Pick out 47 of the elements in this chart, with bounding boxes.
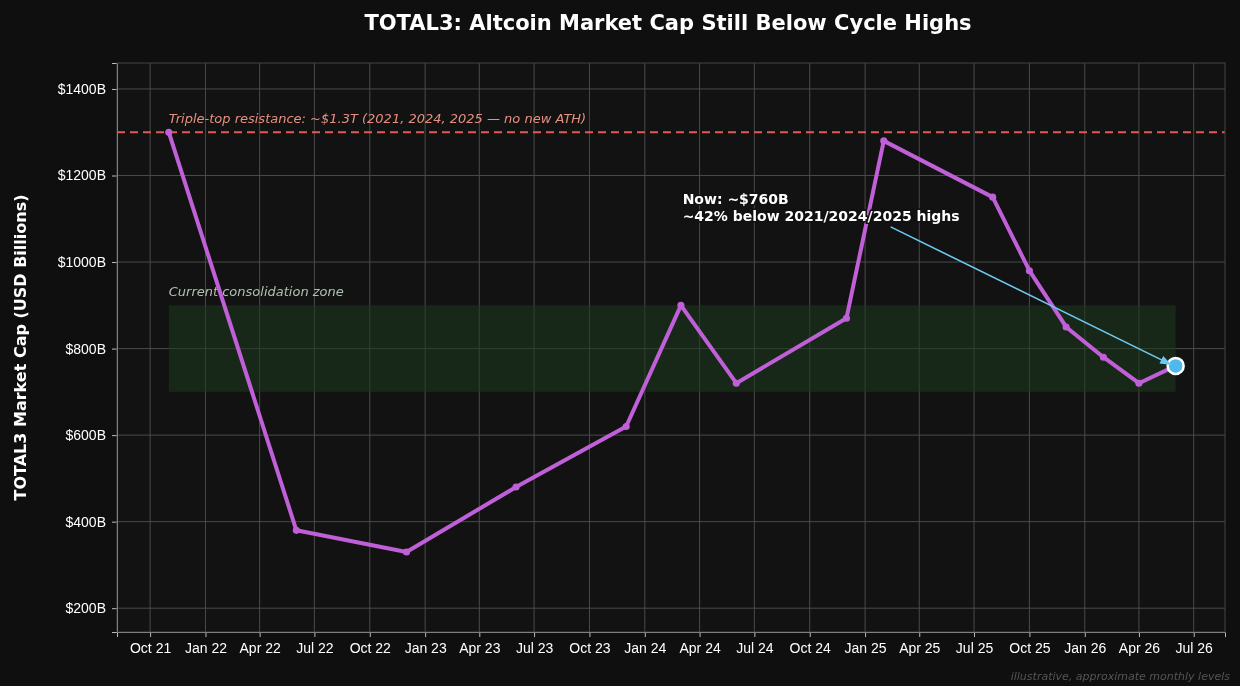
x-tick-label: Oct 24 (789, 639, 832, 656)
point (1062, 323, 1070, 331)
x-tick-label: Oct 25 (1009, 639, 1051, 656)
y-tick-label: $400B (65, 513, 106, 530)
y-tick-label: $200B (65, 600, 106, 617)
point (1025, 267, 1033, 275)
x-tick-label: Jan 22 (184, 639, 228, 656)
ref-line-label: Triple-top resistance: ~$1.3T (2021, 2024, 2025 — no new ATH) (168, 111, 587, 127)
x-tick-label: Apr 23 (459, 639, 501, 656)
y-tick-label: $800B (65, 340, 106, 357)
x-tick-label: Jul 25 (955, 639, 994, 656)
point (1166, 356, 1185, 376)
y-tick-label: $600B (65, 427, 106, 444)
text: illustrative, approximate monthly levels (1010, 670, 1231, 683)
point (402, 548, 411, 556)
x-tick-label: Jul 24 (736, 639, 774, 656)
point (842, 314, 851, 322)
x-tick-label: Apr 26 (1118, 639, 1161, 656)
y-tick-label: $1200B (57, 167, 106, 184)
x-tick-label: Apr 22 (239, 639, 281, 656)
point (1099, 353, 1107, 361)
x-tick-label: Oct 22 (349, 639, 392, 656)
point (677, 301, 685, 309)
x-tick-label: Oct 21 (129, 639, 172, 656)
point (880, 137, 888, 145)
point (292, 526, 300, 534)
x-tick-label: Oct 23 (569, 639, 611, 656)
y-tick-label: $1400B (57, 80, 106, 97)
x-tick-label: Jan 25 (844, 639, 887, 656)
chart-title: TOTAL3: Altcoin Market Cap Still Below Cycle Highs (364, 11, 972, 35)
band-label: Current consolidation zone (168, 284, 344, 300)
point (622, 422, 630, 431)
x-tick-label: Apr 24 (679, 639, 721, 656)
x-tick-label: Jan 24 (624, 639, 667, 656)
x-tick-label: Jan 26 (1064, 639, 1107, 656)
y-tick-label: $1000B (57, 254, 106, 271)
x-tick-label: Jul 22 (296, 639, 334, 656)
point (732, 379, 740, 387)
y-axis-title: TOTAL3 Market Cap (USD Billions) (11, 194, 30, 501)
x-tick-label: Apr 25 (899, 639, 941, 656)
point (989, 193, 997, 201)
point (512, 483, 520, 491)
x-tick-label: Jan 23 (404, 639, 447, 656)
point (1135, 379, 1143, 387)
x-tick-label: Jul 26 (1175, 639, 1214, 656)
x-tick-label: Jul 23 (515, 639, 554, 656)
point (165, 128, 173, 136)
